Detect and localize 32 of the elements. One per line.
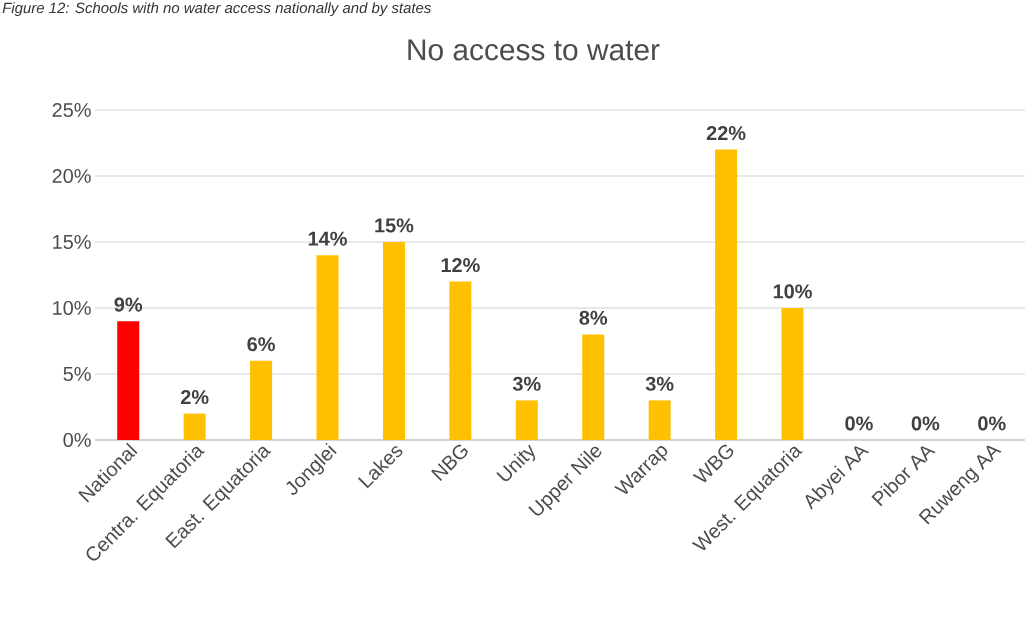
data-label: 14% <box>308 231 347 246</box>
data-label: 3% <box>645 376 674 391</box>
data-label: 15% <box>375 218 414 233</box>
chart-title: No access to water <box>408 39 660 61</box>
bar <box>515 400 538 440</box>
bar <box>183 413 206 440</box>
y-tick-label: 25% <box>52 102 91 118</box>
y-tick-label: 10% <box>53 300 91 316</box>
y-tick-label: 5% <box>63 366 91 381</box>
data-label: 0% <box>845 416 873 431</box>
data-label: 22% <box>706 126 746 141</box>
bar <box>781 307 804 440</box>
data-label: 2% <box>180 390 209 405</box>
y-tick-label: 20% <box>52 168 91 184</box>
data-label: 9% <box>114 297 143 312</box>
data-label: 8% <box>579 310 608 325</box>
data-label: 0% <box>978 416 1006 431</box>
bar <box>316 255 339 440</box>
data-label: 0% <box>911 416 940 431</box>
bar <box>382 241 405 440</box>
data-label: 6% <box>247 337 275 352</box>
bar <box>715 149 738 440</box>
data-label: 3% <box>512 376 541 391</box>
data-label: 10% <box>773 284 812 299</box>
bar <box>648 400 671 440</box>
bar <box>250 360 273 440</box>
caption: Figure 12: Schools with no water access nationally and by states <box>2 2 431 17</box>
bar <box>117 321 140 440</box>
bar <box>582 334 605 440</box>
bar <box>449 281 472 440</box>
data-label: 12% <box>441 258 480 273</box>
y-tick-label: 15% <box>53 234 91 249</box>
